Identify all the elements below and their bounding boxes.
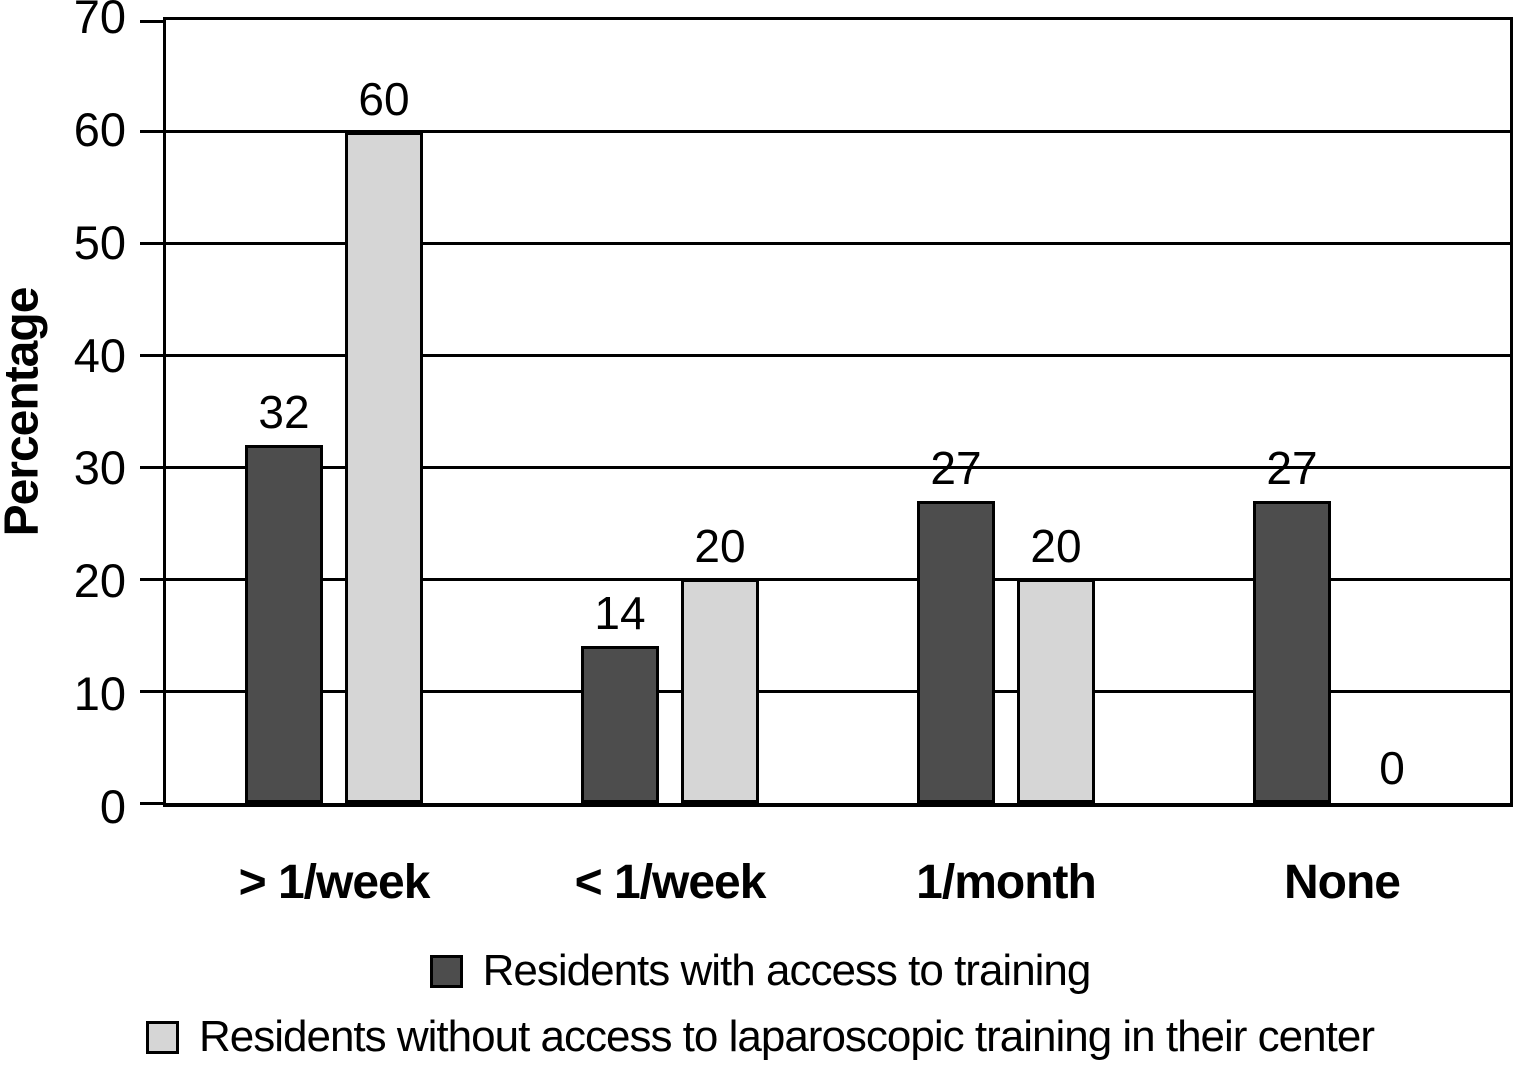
bar-dark-3 <box>917 501 995 803</box>
chart-legend: Residents with access to training Residen… <box>0 938 1520 1069</box>
y-tick-mark-30 <box>140 465 163 469</box>
bar-value-label: 27 <box>930 442 982 494</box>
y-tick-label-60: 60 <box>73 102 126 156</box>
bar-value-label: 20 <box>694 520 746 573</box>
bar-light-1 <box>345 131 423 803</box>
y-tick-mark-10 <box>140 689 163 693</box>
bar-value-label: 0 <box>1379 742 1405 794</box>
bar-value-label: 32 <box>258 386 310 439</box>
y-tick-label-20: 20 <box>73 554 126 608</box>
legend-item: Residents without access to laparoscopic… <box>0 1004 1520 1069</box>
gridline-60 <box>166 130 1510 134</box>
plot-area: 32 60 14 20 27 20 27 0 <box>140 17 1513 807</box>
gridline-20 <box>166 577 1510 581</box>
y-tick-label-0: 0 <box>99 780 126 833</box>
bar-value-label: 27 <box>1266 442 1318 494</box>
gridline-10 <box>166 689 1510 693</box>
bar-value-label: 60 <box>358 72 410 125</box>
y-tick-mark-20 <box>140 577 163 581</box>
y-tick-mark-0 <box>140 802 163 805</box>
x-category-label-4: None <box>1284 856 1401 909</box>
bar-dark-2 <box>581 646 659 803</box>
x-category-label-3: 1/month <box>916 856 1097 909</box>
y-tick-mark-70 <box>140 20 163 23</box>
gridline-30 <box>166 465 1510 469</box>
bar-value-label: 20 <box>1030 520 1082 573</box>
bar-dark-4 <box>1253 501 1331 803</box>
legend-label: Residents without access to laparoscopic… <box>199 1012 1375 1061</box>
y-tick-mark-40 <box>140 354 163 358</box>
y-tick-mark-50 <box>140 242 163 246</box>
y-tick-label-40: 40 <box>73 328 126 382</box>
bar-dark-1 <box>245 445 323 803</box>
bar-value-label: 14 <box>594 587 646 640</box>
bar-light-3 <box>1017 579 1095 803</box>
gridline-40 <box>166 354 1510 358</box>
legend-swatch-icon <box>146 1020 179 1054</box>
y-tick-label-30: 30 <box>73 441 126 495</box>
x-category-label-1: > 1/week <box>238 856 431 909</box>
bar-light-2 <box>681 579 759 803</box>
legend-swatch-icon <box>429 954 463 988</box>
y-tick-mark-60 <box>140 130 163 134</box>
y-tick-label-70: 70 <box>73 0 126 43</box>
legend-item: Residents with access to training <box>0 938 1520 1004</box>
gridline-50 <box>166 242 1510 246</box>
y-tick-label-10: 10 <box>73 667 126 721</box>
y-axis-title: Percentage <box>0 287 49 537</box>
x-category-label-2: < 1/week <box>574 856 767 909</box>
y-tick-label-50: 50 <box>73 215 126 269</box>
legend-label: Residents with access to training <box>482 946 1092 995</box>
